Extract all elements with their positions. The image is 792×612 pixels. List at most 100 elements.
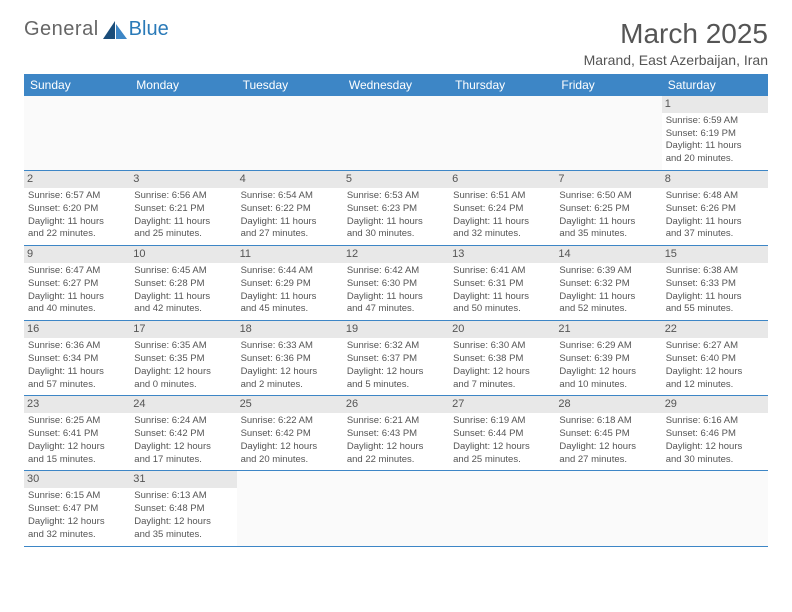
day-cell: 26Sunrise: 6:21 AMSunset: 6:43 PMDayligh… [343, 396, 449, 470]
day-cell: 18Sunrise: 6:33 AMSunset: 6:36 PMDayligh… [237, 321, 343, 395]
daylight1-text: Daylight: 12 hours [666, 441, 764, 454]
day-cell: 10Sunrise: 6:45 AMSunset: 6:28 PMDayligh… [130, 246, 236, 320]
daylight2-text: and 0 minutes. [134, 379, 232, 392]
sunset-text: Sunset: 6:35 PM [134, 353, 232, 366]
day-number: 12 [343, 246, 449, 263]
sunset-text: Sunset: 6:43 PM [347, 428, 445, 441]
sunset-text: Sunset: 6:25 PM [559, 203, 657, 216]
day-cell: 23Sunrise: 6:25 AMSunset: 6:41 PMDayligh… [24, 396, 130, 470]
sunrise-text: Sunrise: 6:57 AM [28, 190, 126, 203]
weekday-friday: Friday [555, 74, 661, 96]
daylight2-text: and 20 minutes. [666, 153, 764, 166]
daylight2-text: and 52 minutes. [559, 303, 657, 316]
daylight1-text: Daylight: 11 hours [666, 216, 764, 229]
daylight1-text: Daylight: 12 hours [134, 441, 232, 454]
day-cell: 31Sunrise: 6:13 AMSunset: 6:48 PMDayligh… [130, 471, 236, 545]
sunset-text: Sunset: 6:27 PM [28, 278, 126, 291]
sunrise-text: Sunrise: 6:38 AM [666, 265, 764, 278]
daylight1-text: Daylight: 11 hours [241, 291, 339, 304]
day-cell: 15Sunrise: 6:38 AMSunset: 6:33 PMDayligh… [662, 246, 768, 320]
daylight1-text: Daylight: 12 hours [28, 441, 126, 454]
daylight1-text: Daylight: 11 hours [134, 216, 232, 229]
location: Marand, East Azerbaijan, Iran [584, 52, 768, 68]
day-number: 4 [237, 171, 343, 188]
empty-cell [237, 471, 343, 545]
day-number: 17 [130, 321, 236, 338]
daylight1-text: Daylight: 11 hours [559, 291, 657, 304]
sunset-text: Sunset: 6:28 PM [134, 278, 232, 291]
daylight2-text: and 57 minutes. [28, 379, 126, 392]
daylight2-text: and 5 minutes. [347, 379, 445, 392]
daylight1-text: Daylight: 11 hours [28, 291, 126, 304]
day-number: 24 [130, 396, 236, 413]
sunrise-text: Sunrise: 6:56 AM [134, 190, 232, 203]
empty-cell [237, 96, 343, 170]
day-number: 3 [130, 171, 236, 188]
sunrise-text: Sunrise: 6:50 AM [559, 190, 657, 203]
sunrise-text: Sunrise: 6:39 AM [559, 265, 657, 278]
weekday-monday: Monday [130, 74, 236, 96]
day-number: 31 [130, 471, 236, 488]
daylight1-text: Daylight: 11 hours [28, 216, 126, 229]
sunrise-text: Sunrise: 6:47 AM [28, 265, 126, 278]
day-cell: 1Sunrise: 6:59 AMSunset: 6:19 PMDaylight… [662, 96, 768, 170]
week-row: 23Sunrise: 6:25 AMSunset: 6:41 PMDayligh… [24, 396, 768, 471]
sunset-text: Sunset: 6:30 PM [347, 278, 445, 291]
daylight2-text: and 7 minutes. [453, 379, 551, 392]
daylight1-text: Daylight: 12 hours [347, 441, 445, 454]
header: General Blue March 2025 Marand, East Aze… [24, 18, 768, 68]
sunset-text: Sunset: 6:46 PM [666, 428, 764, 441]
sunrise-text: Sunrise: 6:16 AM [666, 415, 764, 428]
weeks-container: 1Sunrise: 6:59 AMSunset: 6:19 PMDaylight… [24, 96, 768, 547]
day-cell: 5Sunrise: 6:53 AMSunset: 6:23 PMDaylight… [343, 171, 449, 245]
daylight2-text: and 27 minutes. [559, 454, 657, 467]
sunrise-text: Sunrise: 6:21 AM [347, 415, 445, 428]
sunset-text: Sunset: 6:39 PM [559, 353, 657, 366]
day-cell: 9Sunrise: 6:47 AMSunset: 6:27 PMDaylight… [24, 246, 130, 320]
daylight1-text: Daylight: 12 hours [666, 366, 764, 379]
sunrise-text: Sunrise: 6:41 AM [453, 265, 551, 278]
day-cell: 29Sunrise: 6:16 AMSunset: 6:46 PMDayligh… [662, 396, 768, 470]
daylight2-text: and 50 minutes. [453, 303, 551, 316]
empty-cell [343, 471, 449, 545]
sunset-text: Sunset: 6:21 PM [134, 203, 232, 216]
day-cell: 19Sunrise: 6:32 AMSunset: 6:37 PMDayligh… [343, 321, 449, 395]
daylight1-text: Daylight: 12 hours [559, 366, 657, 379]
sunrise-text: Sunrise: 6:59 AM [666, 115, 764, 128]
sunrise-text: Sunrise: 6:29 AM [559, 340, 657, 353]
logo-text-general: General [24, 18, 99, 41]
day-cell: 16Sunrise: 6:36 AMSunset: 6:34 PMDayligh… [24, 321, 130, 395]
daylight1-text: Daylight: 11 hours [453, 291, 551, 304]
weekday-wednesday: Wednesday [343, 74, 449, 96]
day-number: 11 [237, 246, 343, 263]
empty-cell [555, 96, 661, 170]
sunset-text: Sunset: 6:37 PM [347, 353, 445, 366]
daylight1-text: Daylight: 11 hours [347, 291, 445, 304]
sunrise-text: Sunrise: 6:15 AM [28, 490, 126, 503]
daylight1-text: Daylight: 11 hours [453, 216, 551, 229]
empty-cell [343, 96, 449, 170]
day-number: 14 [555, 246, 661, 263]
sunset-text: Sunset: 6:26 PM [666, 203, 764, 216]
sunrise-text: Sunrise: 6:53 AM [347, 190, 445, 203]
daylight2-text: and 20 minutes. [241, 454, 339, 467]
sunrise-text: Sunrise: 6:44 AM [241, 265, 339, 278]
daylight2-text: and 22 minutes. [347, 454, 445, 467]
sunset-text: Sunset: 6:20 PM [28, 203, 126, 216]
day-cell: 24Sunrise: 6:24 AMSunset: 6:42 PMDayligh… [130, 396, 236, 470]
daylight2-text: and 25 minutes. [453, 454, 551, 467]
day-number: 28 [555, 396, 661, 413]
day-cell: 17Sunrise: 6:35 AMSunset: 6:35 PMDayligh… [130, 321, 236, 395]
daylight2-text: and 40 minutes. [28, 303, 126, 316]
day-number: 20 [449, 321, 555, 338]
sunset-text: Sunset: 6:31 PM [453, 278, 551, 291]
day-number: 15 [662, 246, 768, 263]
sunrise-text: Sunrise: 6:42 AM [347, 265, 445, 278]
day-number: 30 [24, 471, 130, 488]
day-cell: 4Sunrise: 6:54 AMSunset: 6:22 PMDaylight… [237, 171, 343, 245]
logo-text-blue: Blue [129, 18, 169, 41]
sunset-text: Sunset: 6:19 PM [666, 128, 764, 141]
daylight1-text: Daylight: 12 hours [134, 366, 232, 379]
daylight2-text: and 12 minutes. [666, 379, 764, 392]
weekday-thursday: Thursday [449, 74, 555, 96]
